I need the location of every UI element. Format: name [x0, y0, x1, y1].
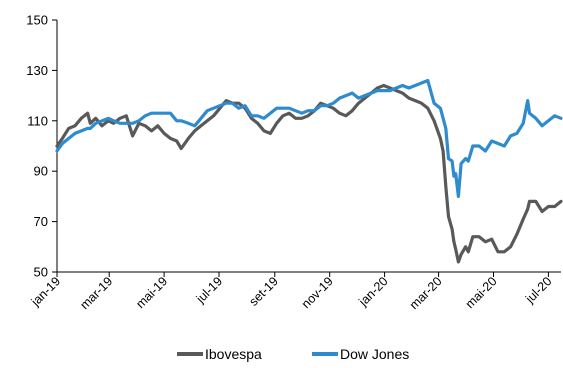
x-tick-label: jul-19: [193, 274, 225, 306]
x-tick-label: jan-20: [356, 274, 391, 309]
x-tick-label: nov-19: [299, 274, 336, 311]
series-line-dow-jones: [55, 78, 563, 198]
x-axis: jan-19 mar-19 mai-19 jul-19 set-19 nov-19 jan-…: [28, 271, 561, 312]
x-tick-label: mai-20: [463, 274, 500, 311]
x-tick-label: mai-19: [133, 274, 170, 311]
y-tick-label: 110: [27, 113, 48, 128]
legend: Ibovespa Dow Jones: [177, 346, 409, 362]
y-tick-label: 70: [34, 214, 48, 229]
legend-label: Dow Jones: [340, 346, 409, 362]
series-layer: [55, 78, 563, 264]
x-tick-label: mar-19: [77, 274, 115, 312]
y-tick-label: 130: [26, 63, 48, 78]
y-tick-label: 90: [34, 164, 48, 179]
y-axis: 50 70 90 110 130 150: [26, 13, 58, 280]
x-tick-label: mar-20: [407, 274, 445, 312]
legend-label: Ibovespa: [205, 346, 262, 362]
x-tick-label: set-19: [246, 274, 280, 308]
y-tick-label: 50: [34, 265, 48, 280]
x-tick-label: jul-20: [522, 274, 554, 306]
y-tick-label: 150: [26, 13, 48, 28]
